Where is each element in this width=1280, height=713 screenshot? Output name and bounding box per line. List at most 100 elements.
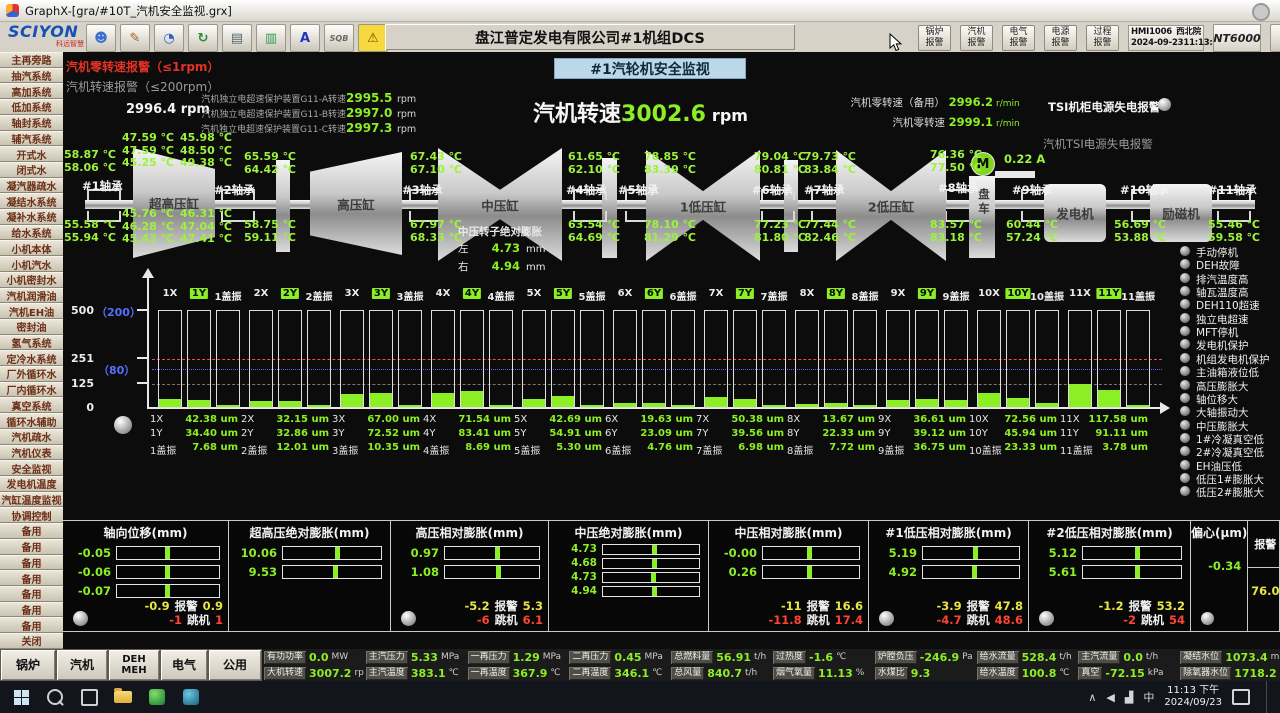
nav-item-20[interactable]: 定冷水系统 — [0, 350, 63, 367]
bottom-tab-3[interactable]: DEH MEH — [108, 649, 160, 681]
alarm-bell-icon[interactable]: ⚠ — [358, 24, 388, 52]
user-group-icon[interactable]: ☻ — [86, 24, 116, 52]
nav-item-18[interactable]: 密封油 — [0, 318, 63, 335]
taskbar: ∧ ◀ ▟ 中 11:13 下午 2024/09/23 — [0, 681, 1280, 713]
formula-icon[interactable]: A — [290, 24, 320, 52]
temp-value: 58.75 ℃ — [244, 218, 296, 231]
nav-item-14[interactable]: 小机汽水 — [0, 256, 63, 272]
nav-item-9[interactable]: 凝汽器疏水 — [0, 177, 63, 194]
vib-readout-label-8Y: 8Y — [787, 428, 800, 439]
nav-item-11[interactable]: 凝补水系统 — [0, 209, 63, 225]
sqb-tool-icon[interactable]: SQB — [324, 24, 354, 52]
nav-item-34[interactable]: 备用 — [0, 570, 63, 586]
report-icon[interactable]: ▤ — [222, 24, 252, 52]
nav-item-38[interactable]: 关闭 — [0, 633, 63, 649]
nav-item-1[interactable]: 主再旁路 — [0, 52, 63, 68]
file-explorer-button[interactable] — [106, 681, 140, 713]
pinned-app-2[interactable] — [174, 681, 208, 713]
history-recall-icon[interactable]: ↻ — [188, 24, 218, 52]
nav-item-2[interactable]: 抽汽系统 — [0, 67, 63, 84]
param-row2-2: 主汽温度 383.1 ℃ — [364, 665, 466, 681]
window-corner-button[interactable] — [1252, 3, 1270, 21]
vib-bar-1X — [158, 310, 182, 408]
nav-item-28[interactable]: 发电机温度 — [0, 475, 63, 492]
nav-item-33[interactable]: 备用 — [0, 554, 63, 571]
turbine-speed-label: 汽机转速 — [533, 102, 622, 127]
temp-value: 45.43 ℃ — [122, 232, 174, 245]
plant-title: 盘江普定发电有限公司#1机组DCS — [385, 24, 795, 50]
nav-item-25[interactable]: 汽机疏水 — [0, 428, 63, 445]
nav-item-13[interactable]: 小机本体 — [0, 240, 63, 257]
pinned-app-1[interactable] — [140, 681, 174, 713]
nav-item-23[interactable]: 真空系统 — [0, 397, 63, 414]
nav-item-31[interactable]: 备用 — [0, 523, 63, 539]
toolbar-alarm-button-5[interactable]: 过程 报警 — [1086, 25, 1119, 51]
search-button[interactable] — [38, 681, 72, 713]
nav-item-21[interactable]: 厂外循环水 — [0, 366, 63, 382]
nav-item-27[interactable]: 安全监视 — [0, 460, 63, 476]
panel-5-gauge-1: -0.00 — [713, 546, 860, 560]
bearing-3-top-temps: 67.43 ℃ 67.10 ℃ — [410, 150, 462, 176]
trip-label: 跳机 — [806, 613, 830, 627]
vib-readout-label-9盖振: 9盖振 — [878, 446, 905, 457]
start-button[interactable] — [4, 681, 38, 713]
vib-bar-label-9Y: 9Y — [917, 288, 937, 299]
param-value: 1.29 — [512, 650, 540, 664]
taskbar-clock[interactable]: 11:13 下午 2024/09/23 — [1164, 685, 1222, 709]
nav-item-8[interactable]: 闭式水 — [0, 161, 63, 178]
chart-y-tick — [137, 382, 147, 384]
ledger-icon[interactable]: ▥ — [256, 24, 286, 52]
nav-item-19[interactable]: 氢气系统 — [0, 334, 63, 351]
nav-item-3[interactable]: 高加系统 — [0, 83, 63, 100]
bottom-tab-4[interactable]: 电气 — [160, 649, 208, 681]
nav-item-32[interactable]: 备用 — [0, 538, 63, 555]
nav-item-10[interactable]: 凝结水系统 — [0, 193, 63, 210]
graphic-editor-icon[interactable]: ✎ — [120, 24, 150, 52]
ime-indicator[interactable]: 中 — [1143, 691, 1155, 704]
task-view-button[interactable] — [72, 681, 106, 713]
toolbar-alarm-button-1[interactable]: 锅炉 报警 — [918, 25, 951, 51]
main-display: 主再旁路 抽汽系统 高加系统 低加系统 轴封系统 辅汽系统 开式水 闭式水 凝汽器疏水 凝结水系统… — [0, 52, 1280, 649]
right-alarm-indicator-4 — [1180, 286, 1190, 297]
nav-item-35[interactable]: 备用 — [0, 585, 63, 602]
nav-item-37[interactable]: 备用 — [0, 617, 63, 634]
nav-item-29[interactable]: 汽缸温度监视 — [0, 491, 63, 508]
bottom-tab-2[interactable]: 汽机 — [56, 649, 108, 681]
nav-item-16[interactable]: 汽机润滑油 — [0, 287, 63, 304]
tray-expand-icon[interactable]: ∧ — [1088, 690, 1097, 704]
folder-icon — [114, 688, 132, 703]
nav-item-24[interactable]: 循环水辅助 — [0, 413, 63, 429]
nav-item-5[interactable]: 轴封系统 — [0, 114, 63, 131]
window-titlebar: GraphX-[gra/#10T_汽机安全监视.grx] — [0, 0, 1280, 22]
nav-item-15[interactable]: 小机密封水 — [0, 271, 63, 288]
volume-icon[interactable]: ◀ — [1106, 690, 1115, 704]
nav-item-26[interactable]: 汽机仪表 — [0, 444, 63, 461]
nav-item-30[interactable]: 协调控制 — [0, 507, 63, 524]
toolbar-alarm-button-3[interactable]: 电气 报警 — [1002, 25, 1035, 51]
nav-item-6[interactable]: 辅汽系统 — [0, 130, 63, 147]
network-icon[interactable]: ▟ — [1124, 690, 1134, 704]
nav-item-4[interactable]: 低加系统 — [0, 99, 63, 115]
eccentricity-left: 偏心(μm) -0.34 — [1191, 521, 1247, 631]
trend-view-icon[interactable]: ◔ — [154, 24, 184, 52]
nav-item-36[interactable]: 备用 — [0, 601, 63, 618]
hp-cylinder — [310, 152, 402, 255]
alarm-low: -11 — [780, 599, 802, 613]
show-desktop-button[interactable] — [1266, 681, 1272, 713]
bottom-tab-1[interactable]: 锅炉 — [0, 649, 56, 681]
bottom-tab-5[interactable]: 公用 — [208, 649, 262, 681]
panel-3: 高压相对膨胀(mm) 0.97 1.08 -5.2 报警 5.3 -6 跳机 6.1 — [391, 521, 549, 631]
right-alarm-indicator-17 — [1180, 459, 1190, 470]
close-icon[interactable]: ✕ — [1270, 24, 1280, 52]
nav-item-22[interactable]: 厂内循环水 — [0, 381, 63, 398]
right-alarm-indicator-8 — [1180, 339, 1190, 350]
gauge-marker — [334, 547, 340, 559]
nav-item-7[interactable]: 开式水 — [0, 146, 63, 162]
notification-center-icon[interactable] — [1232, 689, 1250, 705]
toolbar-alarm-button-2[interactable]: 汽机 报警 — [960, 25, 993, 51]
toolbar-alarm-button-4[interactable]: 电源 报警 — [1044, 25, 1077, 51]
gauge-marker — [651, 544, 657, 554]
nav-item-12[interactable]: 给水系统 — [0, 224, 63, 241]
nav-item-17[interactable]: 汽机EH油 — [0, 303, 63, 319]
